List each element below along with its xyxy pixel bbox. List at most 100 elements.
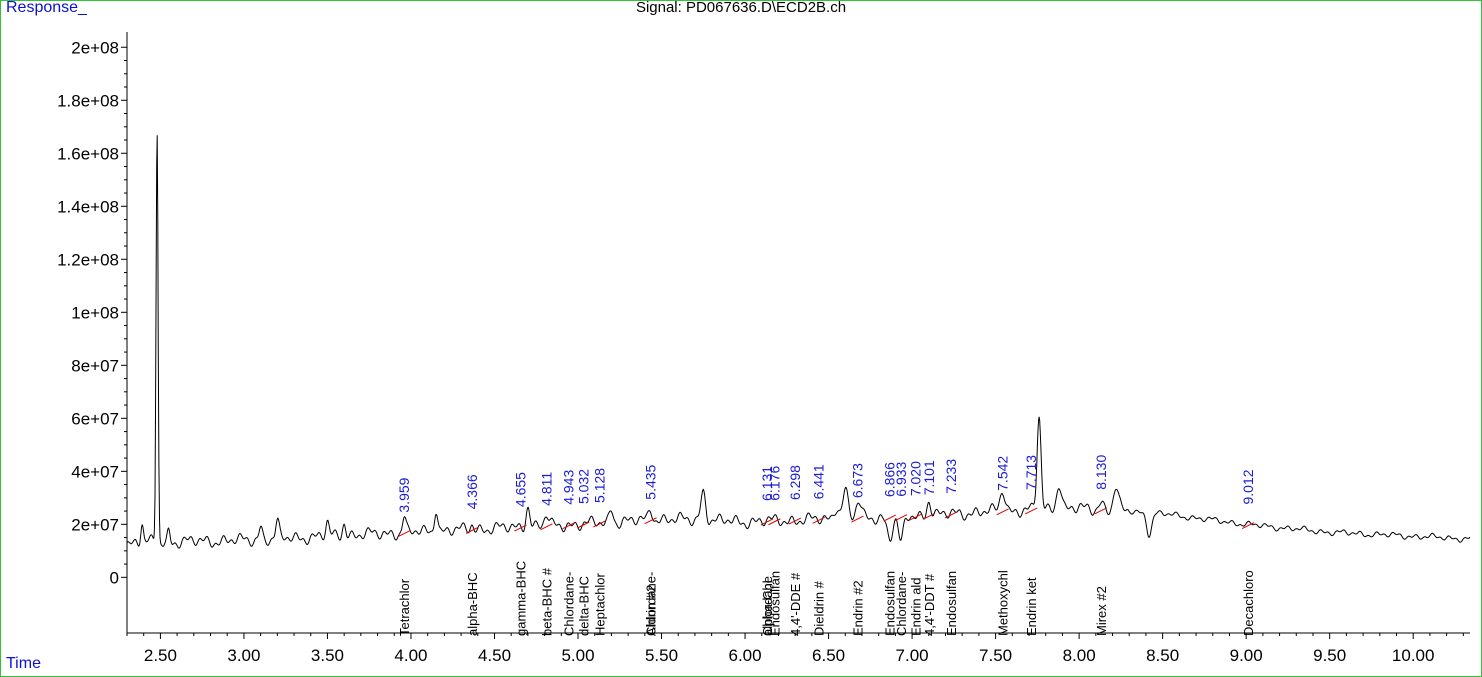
integration-mark — [883, 514, 896, 522]
compound-label: Tetrachlor — [397, 578, 412, 636]
compound-label: delta-BHC — [576, 576, 591, 636]
integration-mark — [768, 518, 781, 526]
peak-label: 7.101 — [921, 460, 937, 495]
integration-mark — [788, 517, 802, 525]
peak-label: 6.176 — [766, 466, 782, 501]
y-tick-label: 1.4e+08 — [57, 197, 119, 216]
y-tick-label: 1.8e+08 — [57, 91, 119, 110]
compound-label: Endosulfan — [767, 571, 782, 636]
x-tick-label: 3.00 — [227, 646, 260, 665]
integration-mark — [514, 524, 527, 532]
compound-label: alpha-BHC — [465, 572, 480, 636]
integration-mark — [397, 530, 411, 538]
peak-label: 4.655 — [512, 472, 528, 507]
compound-label: Endrin #2 — [850, 580, 865, 636]
peak-label: 8.130 — [1093, 455, 1109, 490]
peak-label: 9.012 — [1240, 469, 1256, 504]
y-tick-label: 0 — [110, 568, 119, 587]
chromatogram-trace — [126, 135, 1471, 549]
compound-label: Chlordane- — [644, 572, 659, 636]
integration-mark — [593, 520, 606, 528]
compound-label: Endosulfan — [883, 571, 898, 636]
y-tick-label: 1.2e+08 — [57, 250, 119, 269]
peak-label: 6.866 — [882, 462, 898, 497]
x-tick-label: 9.50 — [1313, 646, 1346, 665]
peak-label: 5.128 — [591, 468, 607, 503]
compound-label: 4,4'-DDE # — [788, 572, 803, 636]
peak-label: 7.542 — [995, 456, 1011, 491]
integration-mark — [812, 516, 825, 524]
x-tick-label: 8.50 — [1146, 646, 1179, 665]
peak-label: 6.131 — [759, 466, 775, 501]
peak-label: 6.298 — [787, 465, 803, 500]
compound-label: beta-BHC # — [539, 567, 554, 636]
compound-label: Endrin ket — [1024, 577, 1039, 636]
x-tick-label: 5.00 — [561, 646, 594, 665]
x-tick-label: 8.00 — [1063, 646, 1096, 665]
x-tick-label: 6.50 — [812, 646, 845, 665]
compound-label: Chlordane — [760, 576, 775, 636]
compound-label: Chlordane- — [894, 572, 909, 636]
compound-label: Chlordane- — [561, 572, 576, 636]
compound-label: Mirex #2 — [1094, 586, 1109, 636]
peak-label: 7.233 — [943, 459, 959, 494]
compound-label: Aldrin #2 — [644, 585, 659, 636]
x-tick-label: 6.00 — [729, 646, 762, 665]
compound-label: Dieldrin # — [812, 580, 827, 636]
x-tick-label: 7.50 — [979, 646, 1012, 665]
y-tick-label: 2e+07 — [71, 515, 119, 534]
peak-label: 5.032 — [575, 469, 591, 504]
integration-mark — [562, 522, 575, 530]
peak-label: 3.959 — [396, 477, 412, 512]
peak-label: 5.435 — [643, 464, 659, 499]
peak-label: 7.713 — [1023, 455, 1039, 490]
integration-mark — [577, 521, 590, 529]
integration-mark — [894, 514, 908, 522]
compound-label: Heptachlor — [592, 572, 607, 636]
integration-mark — [1094, 507, 1108, 515]
integration-mark — [922, 512, 936, 520]
y-tick-label: 1e+08 — [71, 303, 119, 322]
peak-label: 4.943 — [560, 470, 576, 505]
x-tick-label: 4.00 — [394, 646, 427, 665]
y-tick-label: 4e+07 — [71, 462, 119, 481]
peak-label: 4.366 — [464, 474, 480, 509]
y-tick-label: 2e+08 — [71, 38, 119, 57]
compound-label: Endrin ald — [908, 577, 923, 636]
peak-label: 6.673 — [849, 463, 865, 498]
integration-mark — [644, 517, 657, 525]
y-tick-label: 1.6e+08 — [57, 144, 119, 163]
integration-mark — [540, 523, 553, 531]
integration-mark — [760, 518, 774, 526]
peak-label: 7.020 — [907, 461, 923, 496]
chart-title: Signal: PD067636.D\ECD2B.ch — [635, 0, 847, 16]
compound-label: alpha-Chl — [760, 580, 775, 636]
compound-label: Methoxychl — [996, 570, 1011, 636]
compound-label: gamma-BHC — [513, 561, 528, 636]
x-tick-label: 3.50 — [311, 646, 344, 665]
y-tick-label: 8e+07 — [71, 356, 119, 375]
peak-label: 6.933 — [893, 461, 909, 496]
x-tick-label: 2.50 — [144, 646, 177, 665]
x-tick-label: 10.00 — [1392, 646, 1435, 665]
x-tick-label: 7.00 — [896, 646, 929, 665]
peak-label: 4.811 — [538, 472, 554, 506]
integration-mark — [944, 511, 958, 519]
peak-label: 6.441 — [811, 464, 827, 499]
integration-mark — [851, 515, 864, 523]
y-tick-label: 6e+07 — [71, 409, 119, 428]
x-tick-label: 5.50 — [645, 646, 678, 665]
integration-mark — [465, 526, 479, 534]
y-axis-label: Response_ — [6, 0, 87, 16]
compound-label: 4,4'-DDT # — [922, 573, 937, 636]
integration-mark — [909, 513, 922, 521]
x-axis-label: Time — [6, 655, 41, 672]
integration-mark — [1241, 522, 1255, 529]
x-tick-label: 4.50 — [478, 646, 511, 665]
x-tick-label: 9.00 — [1230, 646, 1263, 665]
compound-label: Decachloro — [1241, 570, 1256, 636]
compound-label: Endosulfan — [944, 571, 959, 636]
integration-mark — [1024, 507, 1038, 515]
integration-mark — [996, 508, 1009, 516]
